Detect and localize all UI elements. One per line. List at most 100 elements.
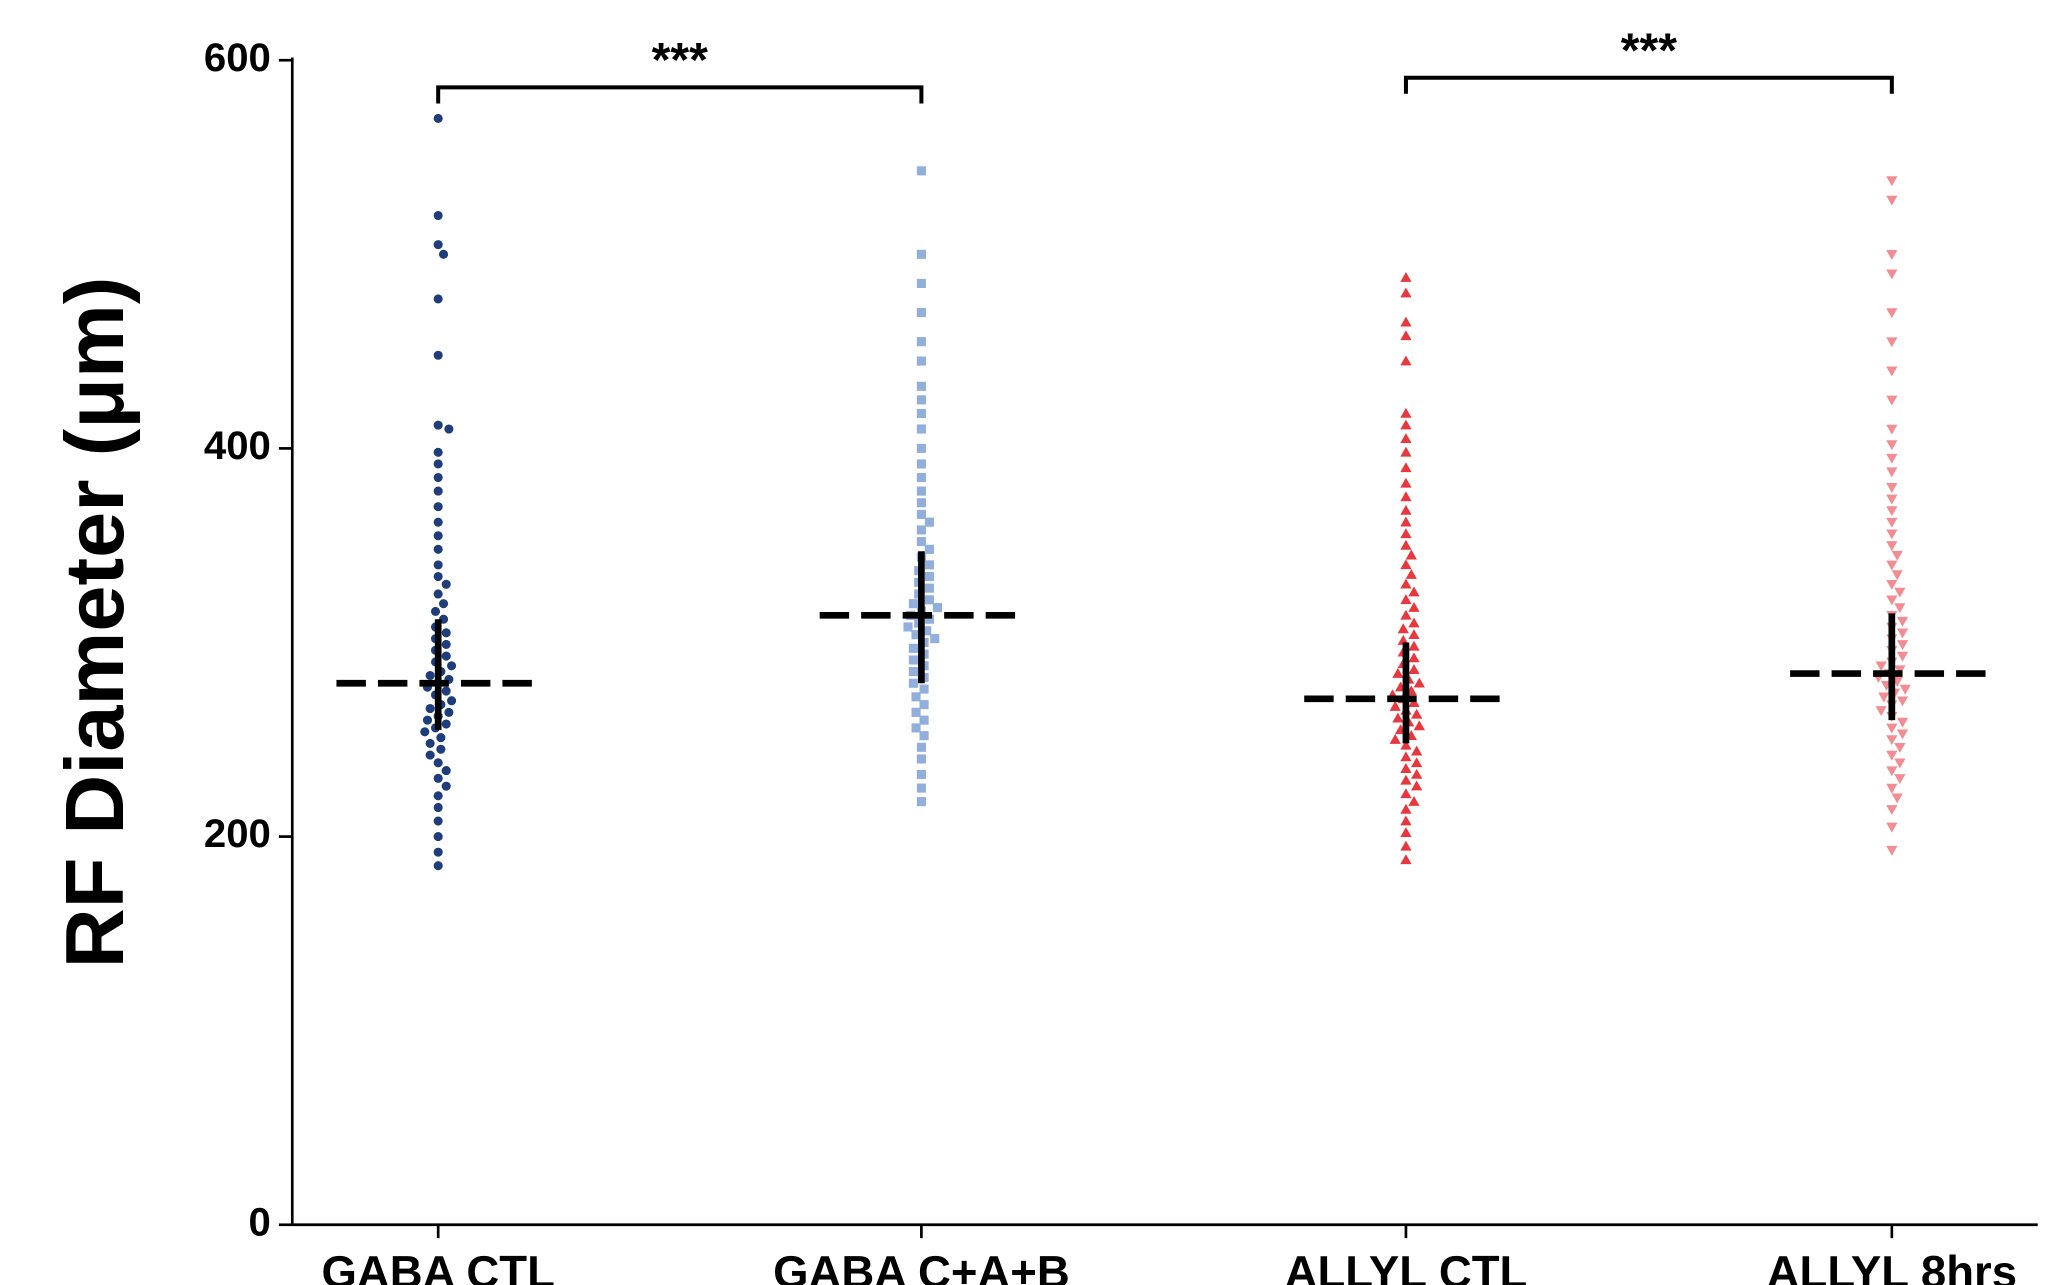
data-point xyxy=(1400,803,1412,814)
data-point xyxy=(1899,684,1911,695)
data-point xyxy=(916,498,926,508)
data-point xyxy=(1886,395,1898,406)
data-point xyxy=(420,727,430,737)
data-point xyxy=(1411,757,1423,768)
significance-label: *** xyxy=(1621,24,1677,78)
data-point xyxy=(1875,706,1887,717)
data-point xyxy=(1400,774,1412,785)
data-point xyxy=(1886,308,1898,319)
data-point xyxy=(924,571,934,582)
data-point xyxy=(1400,840,1412,851)
data-point xyxy=(433,571,443,582)
data-point xyxy=(433,420,443,430)
data-point xyxy=(1400,491,1412,502)
data-point xyxy=(1400,330,1412,341)
data-point xyxy=(1886,424,1898,435)
data-point xyxy=(1400,504,1412,515)
data-point xyxy=(1400,446,1412,457)
data-point xyxy=(924,614,934,624)
data-point xyxy=(916,249,926,259)
data-point xyxy=(438,599,449,609)
data-point xyxy=(1400,271,1412,282)
data-point xyxy=(1389,700,1401,711)
data-point xyxy=(1886,845,1898,856)
data-point xyxy=(1886,805,1898,816)
data-point xyxy=(1886,822,1898,833)
data-point xyxy=(1408,601,1420,612)
data-point xyxy=(1886,595,1898,606)
data-point xyxy=(433,472,443,483)
data-point xyxy=(1411,745,1423,756)
data-point xyxy=(441,686,451,696)
data-point xyxy=(444,707,454,717)
data-point xyxy=(916,486,926,496)
data-point xyxy=(1878,692,1890,703)
data-point xyxy=(425,750,435,760)
data-point xyxy=(908,678,918,688)
data-point xyxy=(908,643,918,653)
data-point xyxy=(433,486,443,496)
data-point xyxy=(1408,629,1420,640)
data-point xyxy=(1891,793,1903,804)
data-point xyxy=(438,249,449,259)
data-point xyxy=(916,443,926,453)
data-point xyxy=(1411,780,1423,791)
data-point xyxy=(1400,433,1412,443)
significance-bracket xyxy=(1403,75,1894,94)
data-point xyxy=(1886,529,1898,540)
significance-label: *** xyxy=(652,34,708,88)
data-point xyxy=(1891,570,1903,581)
data-point xyxy=(1886,337,1898,348)
data-point xyxy=(919,684,929,694)
data-point xyxy=(1400,609,1412,620)
data-point xyxy=(1397,634,1409,645)
data-point xyxy=(916,537,926,547)
data-point xyxy=(908,667,918,677)
data-point xyxy=(916,278,926,288)
data-point xyxy=(1894,774,1906,784)
data-point xyxy=(916,742,926,752)
data-point xyxy=(1896,717,1909,728)
data-point xyxy=(433,802,443,813)
data-point xyxy=(916,395,926,405)
data-point xyxy=(433,447,443,457)
data-point xyxy=(433,560,443,570)
data-point xyxy=(1411,768,1423,779)
data-point xyxy=(1400,763,1412,773)
data-point xyxy=(1886,494,1898,505)
data-point xyxy=(441,766,451,776)
data-point xyxy=(924,560,934,570)
data-point xyxy=(1400,739,1412,750)
data-point xyxy=(1886,723,1898,734)
data-point xyxy=(1413,677,1425,688)
data-point xyxy=(1400,788,1412,799)
data-point xyxy=(1400,355,1412,366)
data-point xyxy=(1886,783,1898,794)
data-point xyxy=(1400,462,1412,473)
data-point xyxy=(1411,708,1423,719)
data-point xyxy=(433,517,443,527)
data-point xyxy=(1400,528,1412,539)
data-point xyxy=(433,816,443,826)
data-point xyxy=(916,408,926,419)
data-point xyxy=(1389,733,1401,744)
data-point xyxy=(1875,661,1887,672)
data-point xyxy=(433,502,443,512)
data-point xyxy=(1894,758,1906,769)
data-point xyxy=(1886,440,1898,451)
data-point xyxy=(422,715,433,725)
data-point xyxy=(903,622,913,632)
data-point xyxy=(1397,623,1409,634)
data-point xyxy=(447,696,457,706)
x-tick-label: ALLYL CTL xyxy=(1285,1247,1528,1285)
data-point xyxy=(433,459,443,469)
data-point xyxy=(1886,467,1898,478)
data-point xyxy=(1886,579,1898,590)
data-point xyxy=(1886,482,1898,493)
data-point xyxy=(916,337,926,347)
data-point xyxy=(1886,766,1898,777)
data-point xyxy=(1408,796,1420,806)
data-point xyxy=(1886,750,1898,761)
data-point xyxy=(1392,667,1404,678)
data-point xyxy=(1896,651,1909,662)
